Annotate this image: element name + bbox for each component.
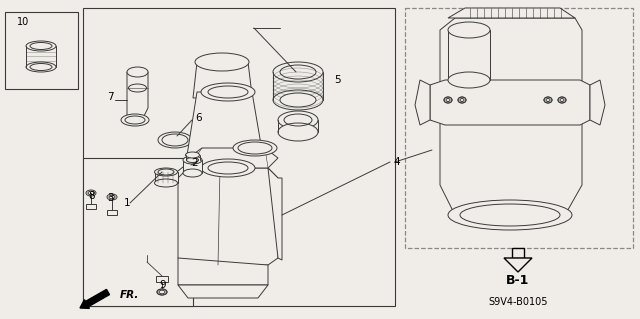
Ellipse shape [121,114,149,126]
Ellipse shape [154,179,177,187]
Ellipse shape [26,62,56,72]
Ellipse shape [183,169,202,177]
Ellipse shape [448,72,490,88]
Text: 6: 6 [195,113,202,123]
Polygon shape [415,80,430,125]
Ellipse shape [458,97,466,103]
Ellipse shape [30,63,52,70]
FancyArrow shape [80,289,109,308]
Ellipse shape [26,41,56,51]
Ellipse shape [154,168,177,176]
Polygon shape [178,258,268,285]
Ellipse shape [183,156,202,164]
Text: 5: 5 [334,75,340,85]
Polygon shape [178,168,278,265]
Polygon shape [127,72,148,118]
Ellipse shape [233,140,277,156]
Ellipse shape [278,111,318,129]
Text: 8: 8 [88,191,95,201]
Ellipse shape [448,200,572,230]
Ellipse shape [273,62,323,82]
Ellipse shape [278,123,318,141]
Text: 7: 7 [107,92,114,102]
Ellipse shape [544,97,552,103]
Text: 2: 2 [191,158,198,168]
Text: 3: 3 [107,193,113,203]
Polygon shape [178,285,268,298]
Text: 1: 1 [124,198,131,208]
Ellipse shape [444,97,452,103]
Ellipse shape [86,190,96,196]
Ellipse shape [280,93,316,107]
Ellipse shape [201,159,255,177]
Polygon shape [430,80,590,125]
Polygon shape [86,204,96,209]
Text: FR.: FR. [120,290,140,300]
Bar [5,12,78,89]
Polygon shape [156,276,168,282]
Text: 10: 10 [17,17,29,27]
Ellipse shape [157,289,167,295]
Polygon shape [185,92,265,168]
Polygon shape [590,80,605,125]
Polygon shape [448,8,575,18]
Polygon shape [440,18,582,215]
Polygon shape [268,168,282,260]
Polygon shape [448,30,490,80]
Text: S9V4-B0105: S9V4-B0105 [488,297,548,307]
Bar [83,158,193,306]
Polygon shape [188,148,278,168]
Ellipse shape [125,116,145,124]
Ellipse shape [127,67,148,77]
Text: 9: 9 [160,280,166,290]
Bar [405,8,633,248]
Text: 4: 4 [393,157,399,167]
Ellipse shape [186,152,200,158]
Text: B-1: B-1 [506,273,530,286]
Bar [83,8,395,306]
Ellipse shape [558,97,566,103]
Ellipse shape [107,194,117,200]
Bar [512,248,524,258]
Ellipse shape [195,53,249,71]
Ellipse shape [273,90,323,110]
Polygon shape [193,62,252,98]
Polygon shape [107,210,117,215]
Polygon shape [183,160,202,173]
Polygon shape [155,172,178,183]
Polygon shape [504,258,532,272]
Ellipse shape [201,83,255,101]
Ellipse shape [448,22,490,38]
